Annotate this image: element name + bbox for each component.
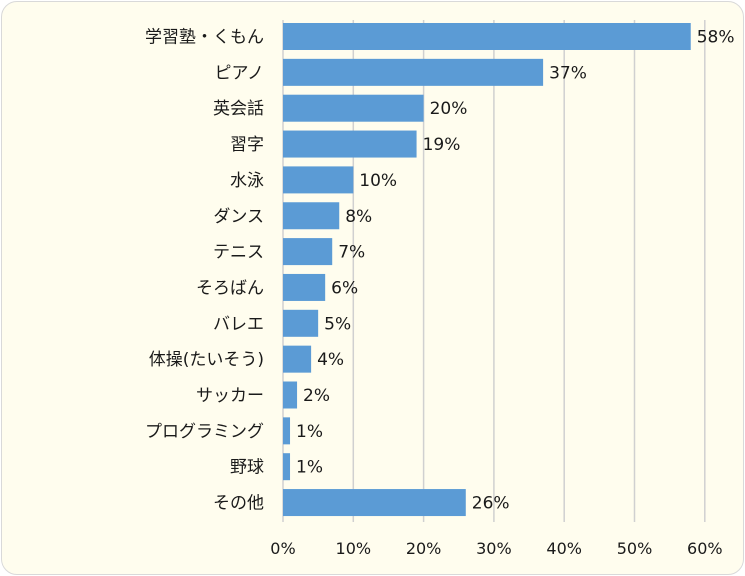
bar xyxy=(283,130,417,158)
bars xyxy=(283,23,691,517)
value-label: 6% xyxy=(331,278,358,298)
bar xyxy=(283,166,354,194)
value-label: 37% xyxy=(549,63,587,83)
category-label: 水泳 xyxy=(230,171,264,191)
bar xyxy=(283,202,340,230)
x-tick-label: 10% xyxy=(336,539,372,558)
value-label: 2% xyxy=(303,386,330,406)
value-label: 20% xyxy=(430,99,468,119)
x-axis-tick-labels: 0% 10% 20% 30% 40% 50% 60% xyxy=(270,539,722,558)
bar xyxy=(283,453,291,481)
category-label: 体操(たいそう) xyxy=(149,350,264,370)
value-label: 5% xyxy=(324,314,351,334)
category-label: ダンス xyxy=(213,207,264,227)
bar xyxy=(283,417,291,445)
value-label: 58% xyxy=(697,28,735,48)
category-label: バレエ xyxy=(213,314,264,334)
category-label: 英会話 xyxy=(213,99,264,119)
value-label: 7% xyxy=(338,243,365,263)
bar xyxy=(283,309,319,337)
x-tick-label: 50% xyxy=(617,539,653,558)
category-label: そろばん xyxy=(196,278,264,298)
category-label: サッカー xyxy=(196,386,264,406)
x-tick-label: 30% xyxy=(476,539,512,558)
bar xyxy=(283,23,691,50)
category-label: プログラミング xyxy=(145,422,264,442)
bar xyxy=(283,273,326,301)
value-label: 19% xyxy=(423,135,461,155)
bar xyxy=(283,238,333,266)
bar xyxy=(283,58,544,86)
category-label: その他 xyxy=(213,494,264,514)
value-label: 4% xyxy=(317,350,344,370)
value-labels: 58% 37% 20% 19% 10% 8% 7% 6% 5% 4% 2% 1% 1% 26% xyxy=(296,28,735,514)
value-label: 1% xyxy=(296,422,323,442)
value-label: 8% xyxy=(345,207,372,227)
category-label: 学習塾・くもん xyxy=(145,27,264,48)
category-label: ピアノ xyxy=(215,63,264,83)
category-label: 習字 xyxy=(230,135,264,155)
bar xyxy=(283,94,424,122)
category-label: 野球 xyxy=(230,458,264,478)
value-label: 10% xyxy=(359,171,397,191)
value-label: 26% xyxy=(472,494,510,514)
bar xyxy=(283,489,466,517)
bar xyxy=(283,345,312,373)
x-tick-label: 40% xyxy=(546,539,582,558)
category-label: テニス xyxy=(213,243,264,263)
x-tick-label: 20% xyxy=(406,539,442,558)
bar xyxy=(283,381,298,409)
value-label: 1% xyxy=(296,458,323,478)
x-tick-label: 60% xyxy=(687,539,723,558)
x-tick-label: 0% xyxy=(270,539,295,558)
